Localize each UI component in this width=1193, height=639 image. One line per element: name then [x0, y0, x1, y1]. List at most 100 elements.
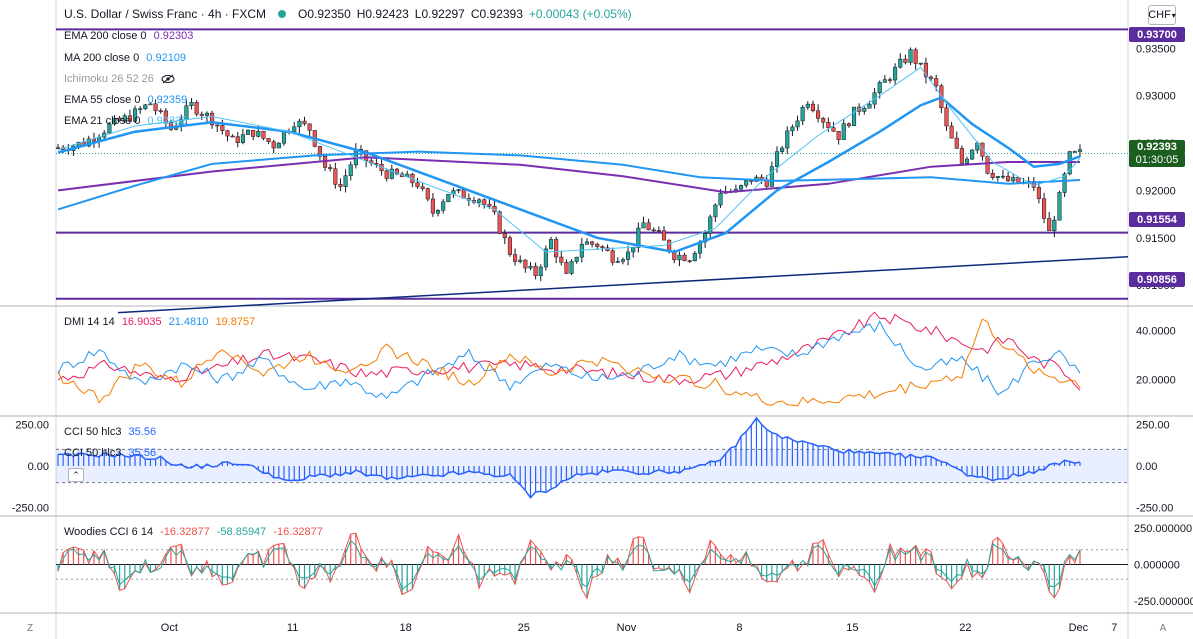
- candle-body: [780, 147, 785, 152]
- dmi-tick: 40.0000: [1136, 325, 1176, 337]
- candle-body: [1062, 173, 1067, 193]
- ma-line-0: [57, 156, 1080, 194]
- candle-body: [774, 151, 780, 167]
- legend-ma200[interactable]: MA 200 close 0 0.92109: [64, 52, 186, 64]
- cci-tick: 250.00: [1136, 419, 1170, 431]
- woodies-tick: 250.000000: [1134, 523, 1192, 535]
- candle-body: [292, 126, 297, 132]
- woodies-cci-pane[interactable]: [56, 532, 1128, 600]
- legend-cci[interactable]: CCI 50 hlc3 35.56: [64, 426, 156, 438]
- candle-body: [785, 130, 790, 149]
- legend-ema200[interactable]: EMA 200 close 0 0.92303: [64, 30, 193, 42]
- candle-body: [225, 130, 230, 137]
- legend-ichimoku[interactable]: Ichimoku 26 52 26: [64, 73, 175, 85]
- price-pane[interactable]: [55, 28, 1129, 314]
- candle-body: [132, 108, 138, 122]
- legend-dmi-plus: 21.4810: [168, 316, 209, 328]
- eye-crossed-icon[interactable]: [161, 74, 175, 84]
- dmi-pane[interactable]: [57, 311, 1081, 407]
- legend-cci-2[interactable]: CCI 50 hlc3 35.56: [64, 447, 156, 459]
- candle-body: [338, 184, 343, 187]
- candle-body: [867, 103, 872, 109]
- candle-body: [513, 254, 518, 262]
- candle-body: [1011, 176, 1016, 182]
- candle-body: [548, 239, 554, 250]
- candle-body: [769, 166, 774, 187]
- legend-ema55[interactable]: EMA 55 close 0 0.92359: [64, 94, 187, 106]
- candle-body: [646, 222, 651, 231]
- candle-body: [107, 123, 112, 134]
- legend-dmi-label: DMI 14 14: [64, 316, 115, 328]
- candle-body: [677, 254, 682, 261]
- legend-ema55-value: 0.92359: [147, 94, 188, 106]
- candle-body: [271, 141, 276, 149]
- price-label-mid-line[interactable]: 0.91554: [1129, 212, 1185, 227]
- candle-body: [374, 163, 379, 165]
- legend-ma200-label: MA 200 close 0: [64, 52, 140, 64]
- candle-body: [435, 210, 441, 214]
- candle-body: [564, 262, 569, 274]
- candle-body: [718, 192, 723, 206]
- candle-body: [605, 247, 610, 252]
- price-tick: 0.93000: [1136, 91, 1176, 103]
- close-value: C0.92393: [470, 7, 523, 21]
- candle-body: [394, 168, 400, 175]
- candle-body: [1006, 175, 1011, 182]
- legend-cci-label: CCI 50 hlc3: [64, 426, 122, 438]
- candle-body: [1057, 192, 1062, 221]
- dmi-tick: 20.0000: [1136, 374, 1176, 386]
- candle-body: [810, 103, 815, 112]
- cci-pane[interactable]: [56, 416, 1128, 500]
- legend-ma200-value: 0.92109: [146, 52, 187, 64]
- collapse-legend-button[interactable]: ⌃: [68, 468, 84, 482]
- time-tick: 7: [1111, 622, 1117, 634]
- candle-body: [1036, 187, 1041, 199]
- legend-ema21-value: 0.92335: [147, 115, 188, 127]
- candle-body: [302, 120, 307, 125]
- legend-woodies-value-3: -16.32877: [273, 526, 323, 538]
- candle-body: [964, 158, 970, 164]
- candle-body: [1052, 219, 1057, 231]
- candle-body: [610, 250, 615, 263]
- cci-tick: 0.00: [1136, 461, 1157, 473]
- timezone-button[interactable]: Z: [26, 622, 34, 634]
- candle-body: [574, 256, 579, 262]
- candle-body: [800, 107, 805, 122]
- candle-body: [240, 134, 245, 143]
- legend-dmi[interactable]: DMI 14 14 16.9035 21.4810 19.8757: [64, 316, 255, 328]
- auto-scale-button[interactable]: A: [1159, 622, 1167, 634]
- candle-body: [333, 168, 338, 185]
- candle-body: [533, 265, 538, 276]
- time-axis[interactable]: Oct 11 18 25 Nov 8 15 22 Dec 7: [161, 622, 1118, 634]
- price-label-top-line[interactable]: 0.93700: [1129, 27, 1185, 42]
- cci-tick-left: 250.00: [15, 419, 49, 431]
- price-label-bottom-line[interactable]: 0.90856: [1129, 272, 1185, 287]
- candle-body: [620, 259, 625, 262]
- time-tick: 8: [736, 622, 742, 634]
- candle-body: [949, 125, 954, 139]
- candle-body: [903, 58, 908, 63]
- candle-body: [112, 117, 117, 125]
- candle-body: [215, 124, 220, 127]
- candle-body: [523, 259, 528, 269]
- legend-ema21[interactable]: EMA 21 close 0 0.92335: [64, 115, 187, 127]
- price-label-current[interactable]: 0.92393: [1129, 140, 1185, 154]
- candle-body: [235, 136, 240, 143]
- candle-body: [595, 243, 600, 247]
- candle-body: [836, 131, 841, 140]
- woodies-tick: 0.000000: [1134, 560, 1180, 572]
- candle-body: [805, 103, 810, 108]
- candle-body: [713, 204, 718, 218]
- candle-body: [158, 110, 163, 112]
- ma-line-2: [57, 96, 1081, 254]
- candle-body: [194, 102, 199, 115]
- currency-button[interactable]: CHF ▾: [1148, 5, 1176, 25]
- symbol-title[interactable]: U.S. Dollar / Swiss Franc · 4h · FXCM: [64, 7, 267, 21]
- cci-tick-left: -250.00: [12, 503, 49, 515]
- legend-woodies[interactable]: Woodies CCI 6 14 -16.32877 -58.85947 -16…: [64, 526, 323, 538]
- candle-body: [887, 79, 893, 81]
- candle-body: [600, 246, 605, 248]
- candle-body: [538, 266, 543, 276]
